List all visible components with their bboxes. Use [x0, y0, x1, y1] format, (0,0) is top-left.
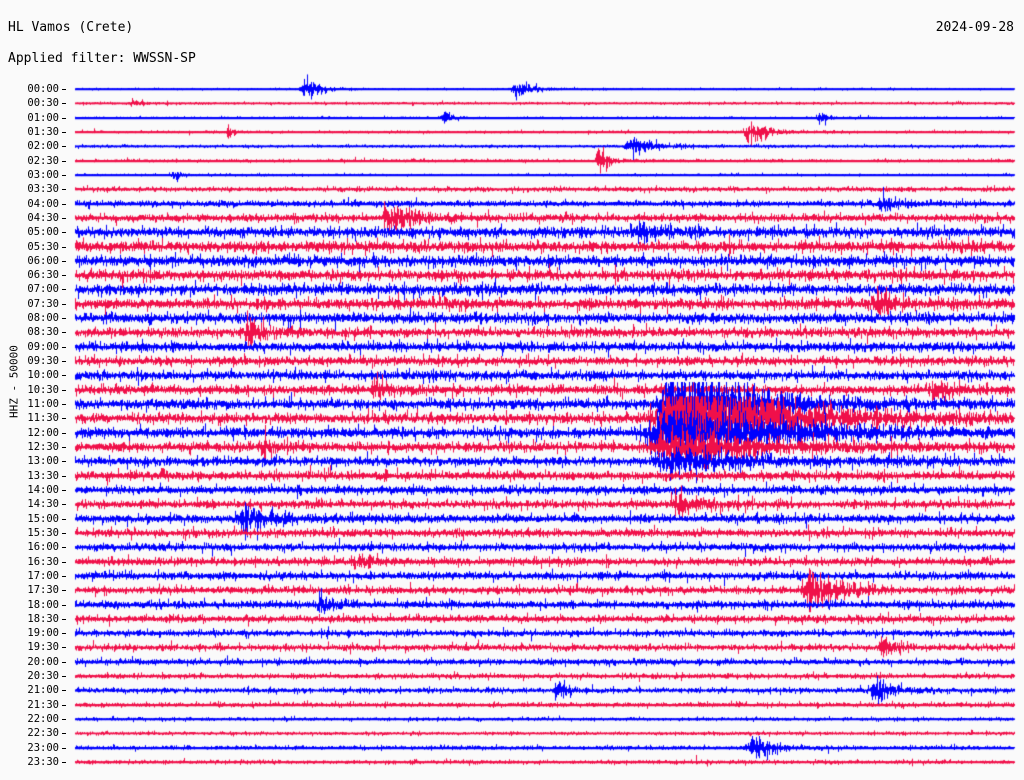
row-tick — [62, 719, 66, 720]
row-tick — [62, 590, 66, 591]
row-tick — [62, 361, 66, 362]
row-tick — [62, 748, 66, 749]
row-tick — [62, 562, 66, 563]
row-tick — [62, 633, 66, 634]
row-tick — [62, 204, 66, 205]
row-tick — [62, 533, 66, 534]
row-tick — [62, 161, 66, 162]
row-tick — [62, 519, 66, 520]
row-tick — [62, 390, 66, 391]
row-tick — [62, 490, 66, 491]
row-tick — [62, 247, 66, 248]
row-tick — [62, 318, 66, 319]
row-tick — [62, 375, 66, 376]
row-tick — [62, 447, 66, 448]
row-tick — [62, 132, 66, 133]
row-tick — [62, 232, 66, 233]
row-tick — [62, 289, 66, 290]
row-tick — [62, 733, 66, 734]
row-tick — [62, 304, 66, 305]
row-tick — [62, 418, 66, 419]
row-tick — [62, 146, 66, 147]
row-tick — [62, 189, 66, 190]
row-tick — [62, 261, 66, 262]
row-tick — [62, 647, 66, 648]
row-tick — [62, 576, 66, 577]
row-tick — [62, 347, 66, 348]
row-tick — [62, 690, 66, 691]
row-tick — [62, 332, 66, 333]
row-tick — [62, 504, 66, 505]
row-tick — [62, 404, 66, 405]
row-tick — [62, 547, 66, 548]
row-tick — [62, 89, 66, 90]
row-tick — [62, 103, 66, 104]
row-tick — [62, 218, 66, 219]
row-tick — [62, 619, 66, 620]
row-tick — [62, 476, 66, 477]
row-tick — [62, 605, 66, 606]
row-tick — [62, 275, 66, 276]
row-tick — [62, 433, 66, 434]
row-tick — [62, 175, 66, 176]
row-tick — [62, 705, 66, 706]
row-tick — [62, 461, 66, 462]
row-tick — [62, 676, 66, 677]
row-tick — [62, 662, 66, 663]
row-tick — [62, 762, 66, 763]
row-tick — [62, 118, 66, 119]
